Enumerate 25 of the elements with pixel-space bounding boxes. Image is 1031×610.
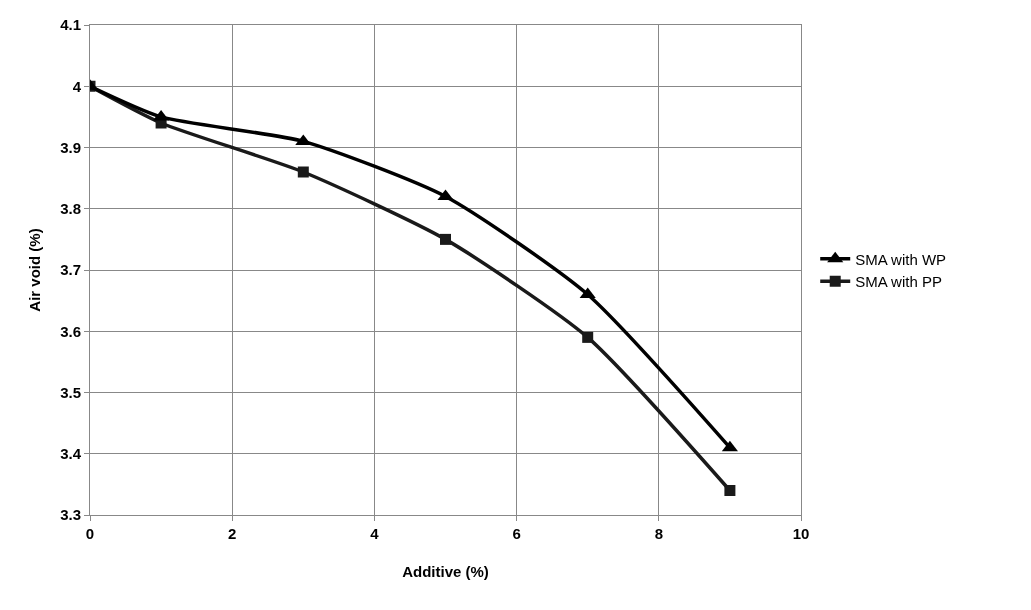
- y-tick-label: 3.6: [60, 322, 81, 340]
- point: [582, 331, 594, 343]
- point: [724, 485, 736, 496]
- y-tick-label: 3.7: [60, 261, 81, 279]
- y-tick-label: 4.1: [60, 16, 81, 34]
- point: [297, 166, 309, 178]
- y-tick-label: 3.3: [60, 506, 81, 524]
- x-axis-title: Additive (%): [402, 563, 489, 580]
- point: [153, 109, 170, 121]
- point: [721, 440, 738, 452]
- y-tick-label: 4: [72, 77, 82, 95]
- legend-label: SMA with PP: [855, 273, 942, 291]
- x-tick-label: 8: [654, 525, 663, 542]
- y-tick-label: 3.9: [60, 138, 81, 156]
- point: [440, 233, 451, 245]
- x-tick-label: 10: [792, 525, 810, 542]
- x-tick-label: 6: [512, 525, 521, 542]
- y-tick-label: 3.5: [60, 383, 81, 401]
- x-tick-label: 4: [370, 525, 380, 542]
- x-tick-label: 2: [228, 525, 237, 542]
- y-axis-title: Air void (%): [26, 228, 44, 312]
- x-tick-label: 0: [85, 525, 95, 542]
- y-tick-label: 3.4: [60, 445, 82, 462]
- legend-label: SMA with WP: [855, 250, 947, 268]
- y-tick-label: 3.8: [60, 200, 81, 217]
